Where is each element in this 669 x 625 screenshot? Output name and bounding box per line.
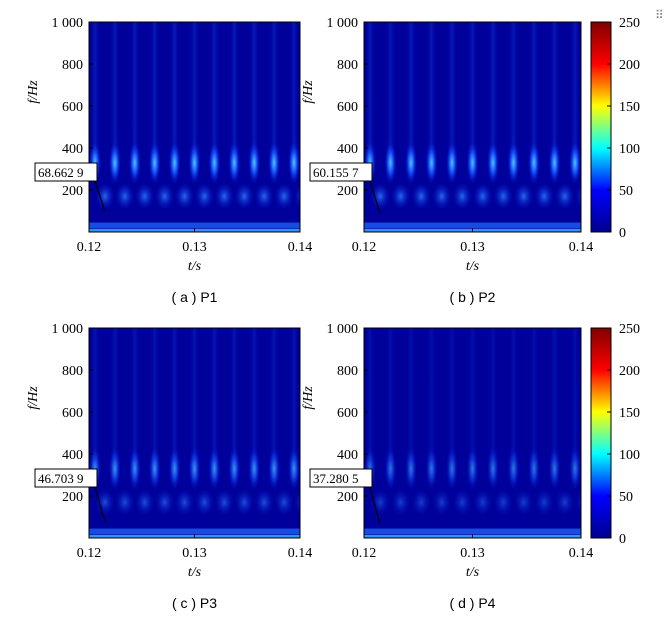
annotation-leader [94, 180, 106, 212]
spectrogram-d [364, 328, 581, 538]
annotation-label: 37.280 5 [313, 471, 359, 486]
y-tick-label: 400 [337, 448, 358, 463]
spectrogram-a [89, 22, 300, 232]
y-tick-label: 400 [62, 448, 83, 463]
colorbar-tick-label: 100 [619, 142, 640, 157]
annotation-leader [369, 180, 381, 214]
annotation-label: 60.155 7 [313, 165, 359, 180]
y-axis-label: f/Hz [26, 80, 41, 104]
colorbar-tick-label: 0 [619, 532, 626, 547]
spectrogram-c [89, 328, 300, 538]
x-tick-label: 0.14 [569, 240, 594, 255]
x-tick-label: 0.13 [460, 546, 485, 561]
x-tick-label: 0.13 [182, 546, 207, 561]
x-tick-label: 0.12 [352, 240, 377, 255]
y-tick-label: 600 [337, 100, 358, 115]
colorbar-tick-label: 50 [619, 184, 633, 199]
colorbar-tick-label: 200 [619, 364, 640, 379]
y-tick-label: 600 [62, 100, 83, 115]
colorbar-tick-label: 150 [619, 100, 640, 115]
x-axis-label: t/s [188, 565, 202, 580]
x-tick-label: 0.14 [288, 546, 313, 561]
y-tick-label: 600 [62, 406, 83, 421]
drag-handle-icon[interactable]: ⠿ [655, 8, 664, 22]
colorbar-tick-label: 0 [619, 226, 626, 241]
y-tick-label: 400 [337, 142, 358, 157]
y-axis-label: f/Hz [26, 386, 41, 410]
panel-c: 200 400 600 800 1 000 0.12 0.13 0.14 t/s f/Hz 46.7… [26, 322, 313, 611]
y-tick-label: 200 [62, 490, 83, 505]
x-tick-label: 0.12 [77, 240, 102, 255]
y-tick-label: 1 000 [327, 16, 359, 31]
colorbar-tick-label: 250 [619, 16, 640, 31]
y-tick-label: 200 [62, 184, 83, 199]
panel-caption: ( b ) P2 [450, 289, 496, 305]
colorbar: 0 50 100 150 200 250 [590, 16, 640, 241]
annotation-leader [94, 486, 106, 523]
y-tick-label: 800 [62, 58, 83, 73]
colorbar-tick-label: 200 [619, 58, 640, 73]
y-tick-label: 800 [62, 364, 83, 379]
colorbar: 0 50 100 150 200 250 [590, 322, 640, 547]
y-tick-label: 400 [62, 142, 83, 157]
y-tick-label: 1 000 [52, 16, 84, 31]
annotation-box [309, 162, 373, 182]
y-tick-label: 800 [337, 58, 358, 73]
y-tick-label: 200 [337, 184, 358, 199]
panel-b: 200 400 600 800 1 000 0.12 0.13 0.14 t/s f/Hz 60.1… [301, 16, 594, 305]
annotation-leader [369, 486, 381, 525]
x-tick-label: 0.14 [569, 546, 594, 561]
y-axis-label: f/Hz [301, 80, 316, 104]
annotation-box [309, 468, 373, 488]
x-tick-label: 0.14 [288, 240, 313, 255]
annotation-box [34, 468, 98, 488]
panel-caption: ( d ) P4 [450, 595, 496, 611]
y-axis-label: f/Hz [301, 386, 316, 410]
y-tick-label: 200 [337, 490, 358, 505]
panel-d: 200 400 600 800 1 000 0.12 0.13 0.14 t/s f/Hz 37.2… [301, 322, 594, 611]
annotation-label: 68.662 9 [38, 165, 84, 180]
x-tick-label: 0.13 [460, 240, 485, 255]
colorbar-tick-label: 150 [619, 406, 640, 421]
y-tick-label: 800 [337, 364, 358, 379]
x-axis-label: t/s [466, 565, 480, 580]
spectrogram-b [364, 22, 581, 232]
x-axis-label: t/s [188, 259, 202, 274]
annotation-label: 46.703 9 [38, 471, 84, 486]
colorbar-tick-label: 50 [619, 490, 633, 505]
colorbar-tick-label: 250 [619, 322, 640, 337]
x-tick-label: 0.12 [77, 546, 102, 561]
y-tick-label: 1 000 [52, 322, 84, 337]
x-tick-label: 0.12 [352, 546, 377, 561]
x-axis-label: t/s [466, 259, 480, 274]
colorbar-tick-label: 100 [619, 448, 640, 463]
x-tick-label: 0.13 [182, 240, 207, 255]
y-tick-label: 1 000 [327, 322, 359, 337]
y-tick-label: 600 [337, 406, 358, 421]
panel-a: 200 400 600 800 1 000 0.12 0.13 0.14 t/s f/Hz 68.6… [26, 16, 313, 305]
panel-caption: ( c ) P3 [172, 595, 217, 611]
panel-caption: ( a ) P1 [172, 289, 218, 305]
annotation-box [34, 162, 98, 182]
